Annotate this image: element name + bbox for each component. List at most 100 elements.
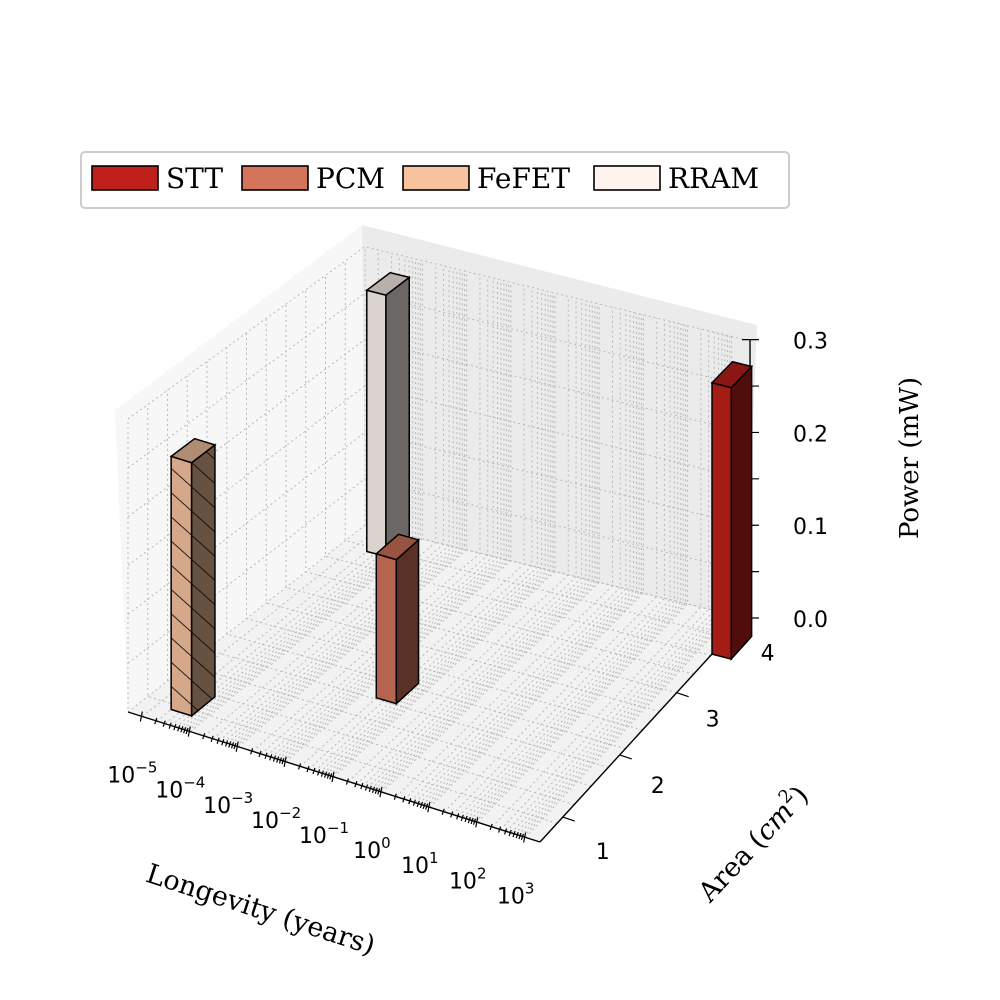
x-tick (456, 813, 460, 820)
x-tick (371, 786, 376, 793)
y-tick (619, 754, 632, 760)
x-grid-line (319, 289, 543, 773)
x-tick (402, 796, 406, 803)
x-tick (523, 832, 527, 843)
x-tick (374, 787, 378, 794)
x-grid-line (517, 334, 726, 836)
x-tick (503, 828, 508, 835)
z-axis-label: Power (mW) (895, 377, 925, 539)
x-tick (329, 773, 333, 780)
x-tick-exp: −4 (183, 774, 205, 792)
x-tick (470, 817, 474, 825)
x-tick (393, 793, 397, 800)
x-grid-line (427, 314, 642, 807)
legend-label: STT (166, 162, 223, 195)
x-tick (168, 722, 172, 729)
legend-label: PCM (316, 162, 385, 195)
bar-top-face (374, 533, 421, 561)
z-grid-line (127, 292, 746, 469)
tick-labels: 12340.00.10.20.310−510−410−310−210−11001… (107, 330, 828, 910)
x-tick (281, 758, 285, 765)
x-tick (185, 727, 189, 735)
y-tick-label: 1 (596, 840, 610, 865)
x-tick (467, 816, 471, 824)
bar-front-face (711, 381, 733, 661)
bar-side-face (730, 364, 753, 662)
x-grid-line (271, 279, 499, 758)
bar-pcm (374, 533, 421, 706)
legend-item-pcm: PCM (241, 162, 385, 195)
x-grid-line (491, 328, 702, 828)
x-grid-line (308, 287, 533, 770)
x-grid-line (260, 276, 489, 755)
x-grid-line (422, 313, 638, 806)
x-grid-line (266, 278, 494, 757)
x-tick (224, 740, 229, 747)
x-tick-base: 10 (203, 794, 231, 819)
x-tick (210, 735, 214, 743)
x-tick-base: 10 (449, 869, 477, 894)
x-tick (258, 750, 262, 758)
bar-hatch-side (191, 444, 215, 716)
x-tick-label: 102 (449, 864, 487, 894)
x-grid-line (314, 288, 538, 772)
x-tick (326, 772, 330, 779)
x-tick (441, 808, 445, 815)
legend-label: RRAM (668, 162, 759, 195)
x-tick (408, 798, 412, 805)
y-axis-line (539, 617, 746, 843)
x-tick (278, 757, 283, 764)
x-tick-label: 103 (497, 879, 535, 909)
x-grid-line (230, 269, 461, 745)
x-grid-line (379, 303, 598, 792)
legend-items: STT PCM FeFET RRAM (91, 162, 759, 195)
x-tick (221, 739, 225, 746)
x-tick (416, 800, 420, 808)
x-tick (345, 778, 349, 785)
x-grid-line (443, 318, 658, 813)
x-tick-base: 10 (401, 854, 429, 879)
x-tick (512, 830, 516, 838)
x-tick-exp: 1 (429, 849, 439, 867)
x-tick (154, 717, 158, 725)
bar-front-face (366, 289, 387, 558)
x-tick-exp: 3 (525, 879, 535, 897)
x-tick-exp: −2 (279, 804, 301, 822)
legend-swatch (241, 165, 309, 191)
x-tick (427, 802, 431, 813)
x-tick-exp: −3 (231, 789, 253, 807)
x-grid-line (458, 321, 671, 817)
x-tick (360, 782, 364, 790)
x-tick-label: 100 (353, 834, 391, 864)
bar-rram (365, 271, 411, 558)
x-tick (498, 826, 502, 833)
x-tick (520, 833, 525, 840)
y-axis-label: Area (cm2) (689, 777, 815, 909)
x-grid-line (472, 324, 684, 822)
z-grid-line (127, 338, 746, 518)
x-tick (364, 784, 369, 791)
x-grid-line (520, 335, 728, 837)
x-tick (250, 748, 254, 755)
x-tick-base: 10 (251, 809, 279, 834)
bar-front-face (375, 552, 398, 705)
x-tick-exp: −1 (327, 819, 349, 837)
legend-swatch (402, 165, 470, 191)
floor-pane (128, 525, 745, 842)
y-tick (676, 692, 689, 698)
legend-item-rram: RRAM (593, 162, 759, 195)
x-tick (515, 831, 519, 839)
x-tick (489, 823, 493, 831)
x-tick (202, 733, 206, 740)
x-tick (177, 725, 181, 732)
x-tick (412, 799, 416, 806)
x-tick-label: 10−3 (203, 789, 253, 819)
x-tick-base: 10 (353, 839, 381, 864)
x-tick (233, 742, 237, 750)
x-tick (450, 811, 454, 818)
x-tick (272, 755, 277, 762)
legend-swatch (91, 165, 159, 191)
x-tick (312, 767, 316, 775)
bar-fefet (169, 437, 217, 718)
